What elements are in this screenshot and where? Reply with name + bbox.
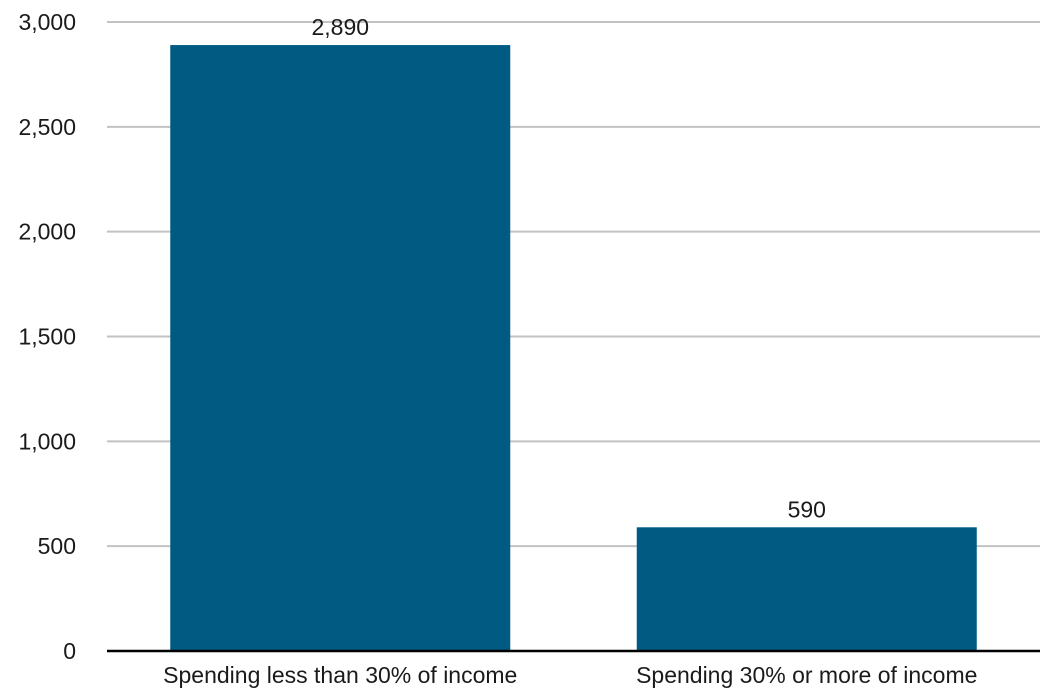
x-axis-category-labels: Spending less than 30% of income Spending… [163, 662, 977, 688]
data-labels: 2,890 590 [311, 14, 825, 522]
y-axis-tick-labels: 0 500 1,000 1,500 2,000 2,500 3,000 [18, 9, 76, 664]
y-tick-label: 3,000 [18, 9, 76, 35]
x-category-label: Spending 30% or more of income [636, 662, 977, 688]
bar [170, 45, 511, 651]
y-tick-label: 500 [38, 533, 76, 559]
y-tick-label: 2,000 [18, 219, 76, 245]
y-tick-label: 1,000 [18, 428, 76, 454]
bar-value-label: 590 [788, 496, 826, 522]
bars [170, 45, 977, 651]
x-category-label: Spending less than 30% of income [163, 662, 517, 688]
bar-value-label: 2,890 [311, 14, 369, 40]
bar [636, 527, 977, 651]
y-tick-label: 1,500 [18, 324, 76, 350]
y-tick-label: 2,500 [18, 114, 76, 140]
y-tick-label: 0 [63, 638, 76, 664]
